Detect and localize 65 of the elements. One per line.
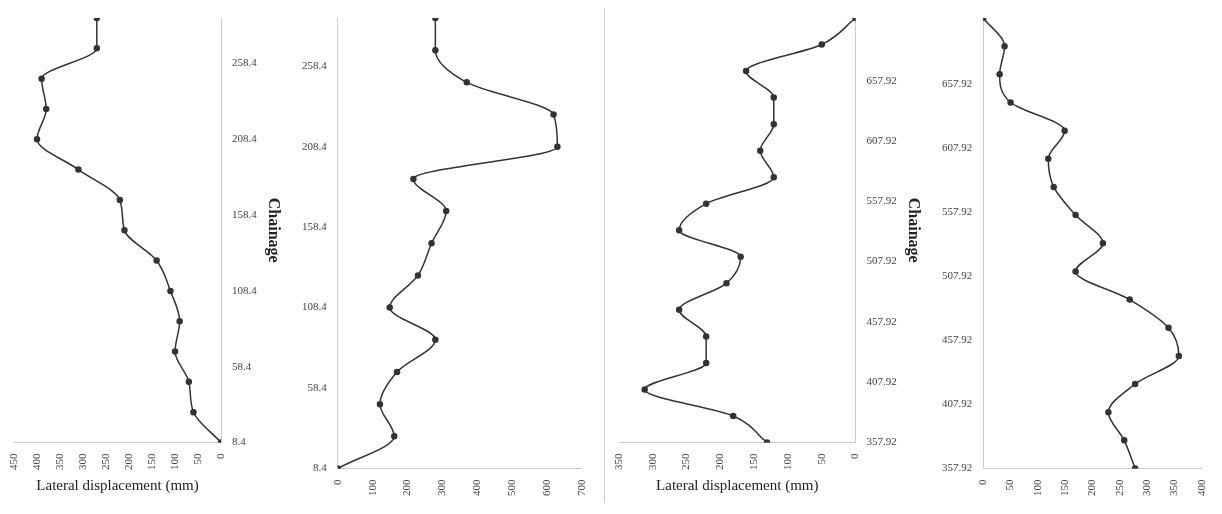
x-tick-label: 100 bbox=[780, 453, 793, 470]
x-tick-label: 100 bbox=[1030, 479, 1043, 496]
y-tick-label: 657.92 bbox=[942, 77, 973, 90]
x-tick-label: 150 bbox=[144, 453, 157, 470]
y-tick-label: 657.92 bbox=[866, 73, 897, 86]
x-tick-label: 400 bbox=[29, 453, 42, 470]
x-tick-label: 300 bbox=[1140, 479, 1153, 496]
y-tick-label: 607.92 bbox=[942, 141, 973, 154]
x-tick-label: 250 bbox=[679, 453, 692, 470]
x-tick-label: 150 bbox=[747, 453, 760, 470]
y-tick-label: 407.92 bbox=[866, 375, 897, 388]
x-tick-label: 300 bbox=[75, 453, 88, 470]
x-tick-label: 250 bbox=[98, 453, 111, 470]
y-tick-label: 557.92 bbox=[866, 194, 897, 207]
x-axis-title: Lateral displacement (mm) bbox=[36, 476, 199, 494]
x-tick-label: 500 bbox=[504, 479, 517, 496]
y-tick-label: 258.4 bbox=[232, 56, 258, 69]
y-tick-label: 58.4 bbox=[307, 380, 328, 393]
x-tick-label: 50 bbox=[190, 453, 203, 465]
y-tick-label: 208.4 bbox=[232, 132, 258, 145]
y-tick-label: 158.4 bbox=[302, 220, 328, 233]
x-tick-label: 150 bbox=[1058, 479, 1071, 496]
y-tick-label: 58.4 bbox=[232, 359, 252, 372]
y-tick-label: 557.92 bbox=[942, 205, 973, 218]
y-tick-label: 8.4 bbox=[232, 435, 247, 448]
x-tick-label: 450 bbox=[6, 453, 19, 470]
x-tick-label: 0 bbox=[213, 453, 226, 459]
x-tick-label: 200 bbox=[400, 479, 413, 496]
y-tick-label: 457.92 bbox=[942, 333, 973, 346]
x-tick-label: 200 bbox=[713, 453, 726, 470]
x-tick-label: 200 bbox=[121, 453, 134, 470]
y-axis-title: Chainage bbox=[905, 197, 924, 263]
y-tick-label: 158.4 bbox=[232, 207, 258, 220]
y-axis-title: Chainage bbox=[265, 197, 284, 263]
y-tick-label: 8.4 bbox=[313, 461, 328, 474]
y-tick-label: 507.92 bbox=[942, 269, 973, 282]
y-tick-label: 457.92 bbox=[866, 314, 897, 327]
y-tick-label: 507.92 bbox=[866, 254, 897, 267]
y-tick-label: 108.4 bbox=[232, 283, 258, 296]
x-tick-label: 350 bbox=[1167, 479, 1180, 496]
x-tick-label: 200 bbox=[1085, 479, 1098, 496]
x-axis-title: Lateral displacement (mm) bbox=[656, 476, 819, 494]
x-tick-label: 300 bbox=[435, 479, 448, 496]
x-tick-label: 400 bbox=[470, 479, 483, 496]
x-tick-label: 100 bbox=[167, 453, 180, 470]
x-tick-label: 250 bbox=[1112, 479, 1125, 496]
x-tick-label: 0 bbox=[330, 479, 343, 485]
x-tick-label: 400 bbox=[1194, 479, 1207, 496]
y-tick-label: 357.92 bbox=[942, 461, 973, 474]
y-tick-label: 607.92 bbox=[866, 133, 897, 146]
x-tick-label: 50 bbox=[1003, 479, 1016, 491]
x-tick-label: 0 bbox=[976, 479, 989, 485]
x-tick-label: 100 bbox=[365, 479, 378, 496]
x-tick-label: 0 bbox=[848, 453, 861, 459]
x-tick-label: 350 bbox=[52, 453, 65, 470]
x-tick-label: 50 bbox=[814, 453, 827, 465]
x-tick-label: 600 bbox=[539, 479, 552, 496]
y-tick-label: 208.4 bbox=[302, 139, 328, 152]
y-tick-label: 407.92 bbox=[942, 397, 973, 410]
y-tick-label: 108.4 bbox=[302, 300, 328, 313]
y-tick-label: 357.92 bbox=[866, 435, 897, 448]
x-tick-label: 700 bbox=[574, 479, 587, 496]
y-tick-label: 258.4 bbox=[302, 59, 328, 72]
x-tick-label: 350 bbox=[611, 453, 624, 470]
x-tick-label: 300 bbox=[645, 453, 658, 470]
